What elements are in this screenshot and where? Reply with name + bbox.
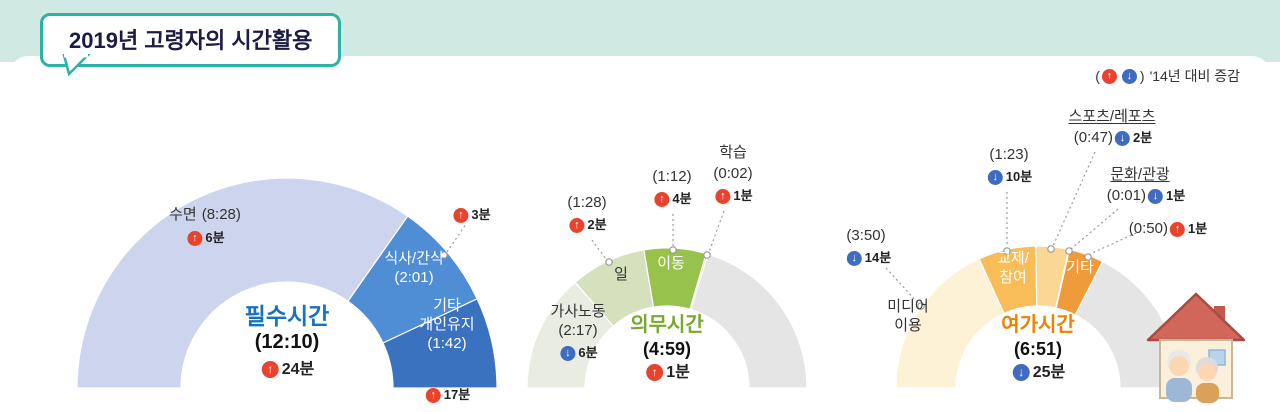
sports-label: 스포츠/레포츠 (1068, 108, 1156, 125)
note-open-paren: ( (1095, 68, 1100, 84)
personal-care-delta: ↑ 17분 (424, 386, 470, 405)
meals-delta: ↑ 3분 (451, 206, 491, 225)
movement-delta: ↑ 4분 (652, 190, 692, 209)
obligatory-time-total: (4:59) (642, 339, 692, 359)
sports-time-delta: (0:47) ↓ 2분 (1073, 129, 1153, 146)
title-box-tail (62, 54, 91, 77)
delta-arrow-icon: ↑ (715, 189, 731, 204)
etc-label: 기타 (1066, 259, 1094, 276)
delta-arrow-icon: ↓ (1147, 189, 1163, 204)
learning-label: 학습 (719, 144, 747, 161)
sleep-label: 수면 (8:28) (169, 206, 241, 223)
essential-time-donut (76, 177, 498, 389)
media-time: (3:50) (846, 227, 886, 244)
sleep-delta: ↑ 6분 (185, 229, 225, 248)
elderly-couple-house-illustration (1146, 292, 1246, 403)
delta-arrow-icon: ↓ (987, 170, 1003, 185)
delta-arrow-icon: ↓ (1012, 364, 1030, 381)
leisure-time-title: 여가시간 (1001, 314, 1075, 336)
delta-arrow-icon: ↑ (261, 361, 279, 378)
delta-arrow-icon: ↑ (654, 192, 670, 207)
movement-time: (1:12) (652, 168, 692, 185)
note-text: '14년 대비 증감 (1149, 68, 1240, 84)
leisure-time-delta: ↓ 25분 (1011, 363, 1065, 383)
delta-arrow-icon: ↑ (569, 218, 585, 233)
note-close-paren: ) (1139, 68, 1145, 84)
media-label: 미디어 이용 (887, 298, 929, 334)
housework-label: 가사노동 (2:17) (550, 303, 606, 339)
social-label: 교제/ 참여 (997, 250, 1029, 286)
culture-time-delta: (0:01) ↓ 1분 (1106, 187, 1186, 204)
page-title: 2019년 고령자의 시간활용 (69, 28, 313, 53)
essential-time-title: 필수시간 (244, 303, 330, 329)
meals-label: 식사/간식 (2:01) (384, 250, 444, 286)
title-box: 2019년 고령자의 시간활용 (40, 13, 342, 67)
down-arrow-icon: ↓ (1121, 68, 1137, 84)
learning-delta: ↑ 1분 (713, 187, 753, 206)
comparison-note: ( ↑ ↓ ) '14년 대비 증감 (1095, 66, 1240, 86)
work-time: (1:28) (567, 194, 607, 211)
delta-arrow-icon: ↑ (187, 231, 203, 246)
obligatory-time-donut (526, 247, 808, 389)
leisure-time-total: (6:51) (1013, 339, 1063, 359)
essential-time-delta: ↑ 24분 (260, 360, 314, 380)
social-time: (1:23) (989, 146, 1029, 163)
work-delta: ↑ 2분 (567, 216, 607, 235)
delta-arrow-icon: ↑ (646, 364, 664, 381)
housework-delta: ↓ 6분 (558, 344, 598, 363)
up-arrow-icon: ↑ (1101, 68, 1117, 84)
personal-care-label: 기타 개인유지 (1:42) (419, 297, 475, 352)
social-delta: ↓ 10분 (986, 168, 1032, 187)
obligatory-time-title: 의무시간 (630, 314, 704, 336)
delta-arrow-icon: ↓ (846, 251, 862, 266)
delta-arrow-icon: ↑ (1169, 222, 1185, 237)
delta-arrow-icon: ↓ (1114, 131, 1130, 146)
culture-label: 문화/관광 (1110, 166, 1170, 183)
etc-time-delta: (0:50) ↑ 1분 (1128, 220, 1208, 237)
delta-arrow-icon: ↑ (425, 388, 441, 403)
learning-time: (0:02) (713, 165, 753, 182)
delta-arrow-icon: ↓ (560, 346, 576, 361)
essential-time-total: (12:10) (254, 331, 320, 353)
media-delta: ↓ 14분 (845, 249, 891, 268)
movement-label: 이동 (657, 255, 685, 272)
obligatory-time-delta: ↑ 1분 (644, 363, 690, 383)
delta-arrow-icon: ↑ (453, 208, 469, 223)
work-label: 일 (614, 266, 628, 283)
